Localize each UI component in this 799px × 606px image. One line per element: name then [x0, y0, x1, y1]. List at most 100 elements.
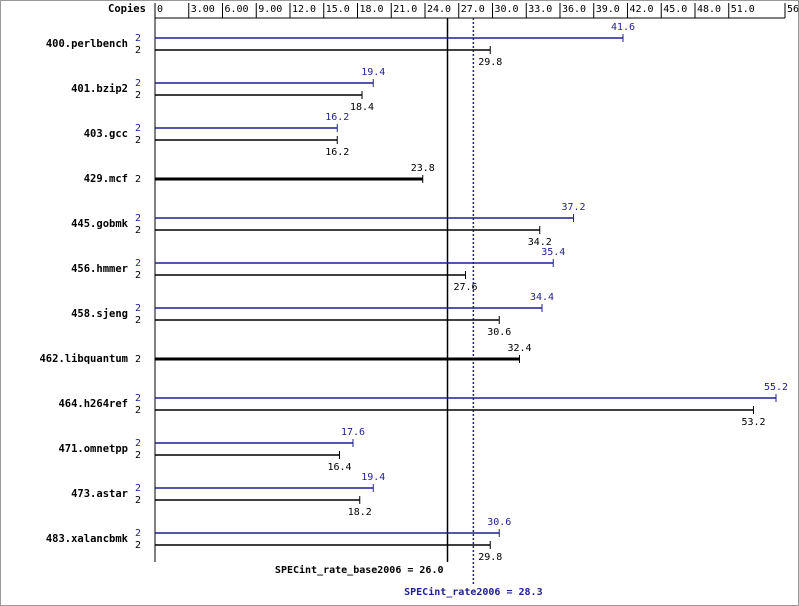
x-tick-label: 48.0: [697, 4, 721, 15]
value-label: 23.8: [411, 163, 435, 174]
x-tick-label: 36.0: [562, 4, 586, 15]
benchmark-name: 429.mcf: [84, 173, 128, 185]
value-label: 19.4: [361, 472, 385, 483]
copies-label: 2: [135, 135, 141, 146]
copies-label: 2: [135, 270, 141, 281]
copies-label: 2: [135, 438, 141, 449]
value-label: 41.6: [611, 22, 635, 33]
copies-label: 2: [135, 405, 141, 416]
bar: [155, 37, 623, 39]
copies-label: 2: [135, 78, 141, 89]
benchmark-name: 403.gcc: [84, 128, 128, 140]
copies-label: 2: [135, 213, 141, 224]
value-label: 16.2: [325, 147, 349, 158]
bar: [155, 217, 574, 219]
value-label: 34.4: [530, 292, 554, 303]
x-tick-label: 45.0: [663, 4, 687, 15]
copies-label: 2: [135, 33, 141, 44]
bar: [155, 487, 374, 489]
bar: [155, 274, 466, 276]
bar: [155, 442, 353, 444]
value-label: 27.6: [453, 282, 477, 293]
reference-label: SPECint_rate_base2006 = 26.0: [275, 564, 444, 576]
benchmark-name: 458.sjeng: [71, 308, 128, 320]
benchmark-name: 445.gobmk: [71, 218, 129, 230]
reference-label: SPECint_rate2006 = 28.3: [404, 586, 542, 598]
bar: [155, 499, 360, 501]
x-tick-label: 56.0: [787, 4, 799, 15]
value-label: 55.2: [764, 382, 788, 393]
value-label: 16.4: [327, 462, 351, 473]
bar: [155, 307, 542, 309]
x-tick-label: 6.00: [225, 4, 249, 15]
benchmark-name: 473.astar: [71, 488, 128, 500]
copies-label: 2: [135, 123, 141, 134]
benchmark-name: 400.perlbench: [46, 38, 128, 50]
value-label: 29.8: [478, 552, 502, 563]
bar: [155, 544, 491, 546]
x-tick-label: 27.0: [461, 4, 485, 15]
bar: [155, 139, 338, 141]
benchmark-name: 456.hmmer: [71, 263, 128, 275]
bar: [155, 177, 423, 181]
value-label: 19.4: [361, 67, 385, 78]
value-label: 30.6: [487, 327, 511, 338]
x-tick-label: 33.0: [528, 4, 552, 15]
copies-label: 2: [135, 315, 141, 326]
x-tick-label: 51.0: [731, 4, 755, 15]
benchmark-name: 483.xalancbmk: [46, 533, 129, 545]
x-tick-label: 30.0: [495, 4, 519, 15]
bar: [155, 454, 340, 456]
copies-label: 2: [135, 393, 141, 404]
value-label: 18.4: [350, 102, 374, 113]
copies-label: 2: [135, 450, 141, 461]
copies-label: 2: [135, 495, 141, 506]
x-tick-label: 24.0: [427, 4, 451, 15]
x-tick-label: 12.0: [292, 4, 316, 15]
value-label: 18.2: [348, 507, 372, 518]
copies-label: 2: [135, 354, 141, 365]
x-tick-label: 18.0: [360, 4, 384, 15]
value-label: 37.2: [561, 202, 585, 213]
benchmark-name: 464.h264ref: [58, 398, 128, 410]
copies-label: 2: [135, 90, 141, 101]
x-tick-label: 3.00: [191, 4, 215, 15]
bar: [155, 319, 500, 321]
x-tick-label: 15.0: [326, 4, 350, 15]
value-label: 29.8: [478, 57, 502, 68]
bar: [155, 229, 540, 231]
benchmark-name: 401.bzip2: [71, 83, 128, 95]
x-tick-label: 21.0: [393, 4, 417, 15]
copies-label: 2: [135, 303, 141, 314]
benchmark-name: 462.libquantum: [39, 353, 128, 365]
copies-label: 2: [135, 540, 141, 551]
copies-label: 2: [135, 174, 141, 185]
value-label: 17.6: [341, 427, 365, 438]
bar: [155, 357, 520, 361]
copies-label: 2: [135, 225, 141, 236]
copies-label: 2: [135, 45, 141, 56]
benchmark-name: 471.omnetpp: [58, 443, 128, 455]
bar: [155, 49, 491, 51]
bar: [155, 532, 500, 534]
copies-header: Copies: [108, 3, 146, 15]
value-label: 53.2: [741, 417, 765, 428]
bar: [155, 82, 374, 84]
value-label: 30.6: [487, 517, 511, 528]
copies-label: 2: [135, 528, 141, 539]
x-tick-label: 39.0: [596, 4, 620, 15]
bar: [155, 262, 554, 264]
value-label: 32.4: [507, 343, 531, 354]
bar: [155, 409, 754, 411]
x-tick-label: 0: [157, 4, 163, 15]
bar: [155, 94, 362, 96]
copies-label: 2: [135, 258, 141, 269]
x-tick-label: 9.00: [258, 4, 282, 15]
bar: [155, 127, 338, 129]
bar: [155, 397, 776, 399]
x-tick-label: 42.0: [630, 4, 654, 15]
value-label: 34.2: [528, 237, 552, 248]
value-label: 16.2: [325, 112, 349, 123]
